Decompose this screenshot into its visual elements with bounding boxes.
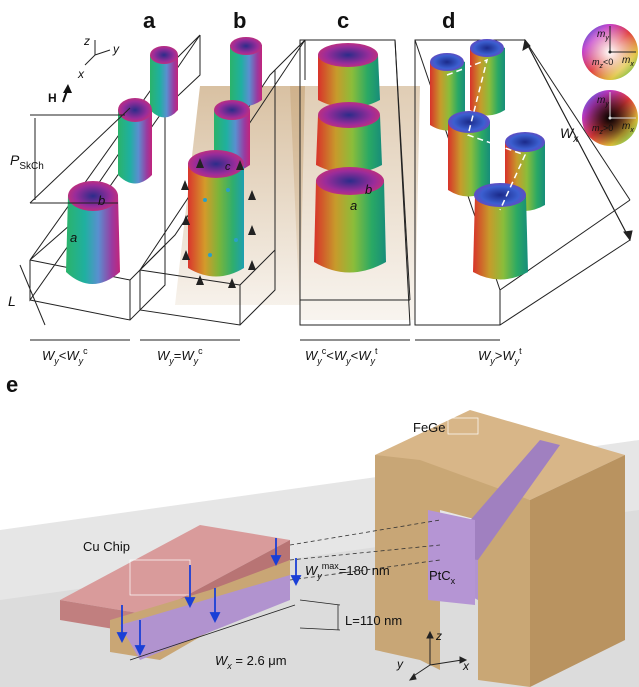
axis-c-label: c xyxy=(225,161,231,173)
wheel-top-mx: mx xyxy=(622,55,634,68)
axis-b-label-c: b xyxy=(365,182,372,197)
panel-c-skyrmions xyxy=(314,43,386,273)
length-label: L xyxy=(8,293,16,309)
wheel-bottom-mx: mx xyxy=(622,121,634,134)
axis-a-label: a xyxy=(70,230,77,245)
panel-e-dimensions xyxy=(129,599,341,661)
condition-b: Wy=Wyc xyxy=(157,346,203,366)
fege-label: FeGe xyxy=(413,420,446,435)
axes-top xyxy=(84,40,111,66)
panel-label-e: e xyxy=(6,372,18,397)
color-wheel-bottom xyxy=(582,90,638,146)
period-label: PSkCh xyxy=(10,152,44,172)
axis-e-x: x xyxy=(462,659,470,673)
panel-b-skyrmions xyxy=(188,37,262,277)
projection-lines xyxy=(289,519,441,581)
panel-c-box xyxy=(299,39,411,326)
wx-dimension xyxy=(522,38,633,242)
spin-arrows xyxy=(181,158,256,288)
condition-d: Wy>Wyt xyxy=(478,346,522,366)
axis-e-z: z xyxy=(435,629,442,643)
axes-e xyxy=(408,630,468,681)
length-value-label: L=110 nm xyxy=(345,613,402,628)
panel-d-skyrmions xyxy=(430,39,545,280)
panel-label-b: b xyxy=(233,8,246,33)
current-arrows xyxy=(116,538,302,657)
ptc-label: PtCx xyxy=(429,568,456,586)
axis-y-label: y xyxy=(112,42,120,56)
condition-c: Wyc<Wy<Wyt xyxy=(305,346,378,366)
wx-value-label: Wx = 2.6 μm xyxy=(215,653,287,671)
panel-label-d: d xyxy=(442,8,455,33)
cu-chip-label: Cu Chip xyxy=(83,539,130,554)
color-wheel-top xyxy=(582,24,638,80)
axis-x-label: x xyxy=(77,67,85,81)
axis-a-label-c: a xyxy=(350,198,357,213)
axis-b-label: b xyxy=(98,193,105,208)
cu-chip xyxy=(60,525,290,660)
panel-a-skyrmions xyxy=(66,46,178,284)
wheel-bottom-mz: mz>0 xyxy=(592,123,613,136)
field-arrow xyxy=(62,84,72,103)
wheel-bottom-my: my xyxy=(597,95,609,108)
wheel-top-my: my xyxy=(597,29,609,42)
wy-max-label: Wymax=180 nm xyxy=(305,561,390,581)
wx-label: Wx xyxy=(560,125,579,145)
axis-e-y: y xyxy=(396,657,404,671)
wheel-top-mz: mz<0 xyxy=(592,57,613,70)
field-label: H xyxy=(48,91,57,105)
period-dimension xyxy=(19,107,500,341)
axis-z-label: z xyxy=(83,34,90,48)
fege-block xyxy=(375,410,625,687)
panel-label-a: a xyxy=(143,8,156,33)
panel-label-c: c xyxy=(337,8,349,33)
condition-a: Wy<Wyc xyxy=(42,346,88,366)
